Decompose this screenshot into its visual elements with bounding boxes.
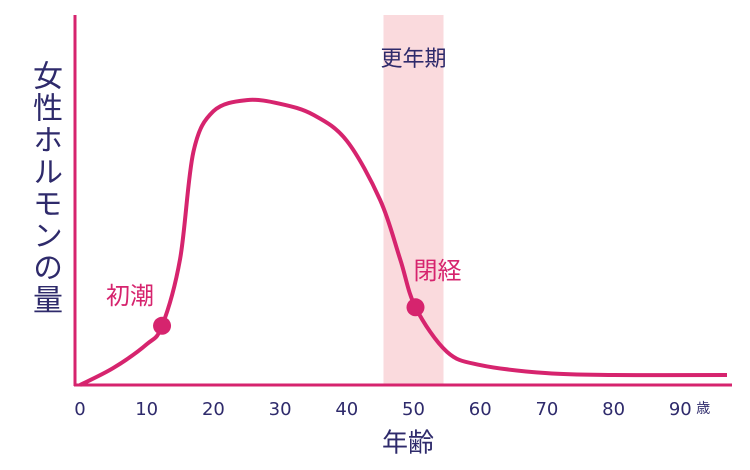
event-label: 閉経 — [414, 257, 462, 285]
x-unit: 歳 — [696, 401, 710, 417]
x-tick-label: 50 — [402, 399, 425, 420]
event-dot — [406, 298, 425, 317]
x-tick-label: 10 — [135, 399, 158, 420]
x-tick-label: 70 — [535, 399, 558, 420]
x-tick-label: 80 — [602, 399, 625, 420]
y-axis-label: 女性ホルモンの量 — [27, 60, 62, 316]
event-label: 初潮 — [106, 282, 154, 310]
band-label: 更年期 — [380, 47, 446, 72]
x-tick-label: 90 — [669, 399, 692, 420]
menopause-band — [383, 15, 444, 385]
x-tick-label: 60 — [469, 399, 492, 420]
event-dot — [153, 316, 172, 335]
x-tick-label: 30 — [269, 399, 292, 420]
x-tick-label: 0 — [74, 399, 85, 420]
x-tick-label: 20 — [202, 399, 225, 420]
x-axis-label: 年齢 — [382, 429, 434, 459]
x-tick-label: 40 — [335, 399, 358, 420]
